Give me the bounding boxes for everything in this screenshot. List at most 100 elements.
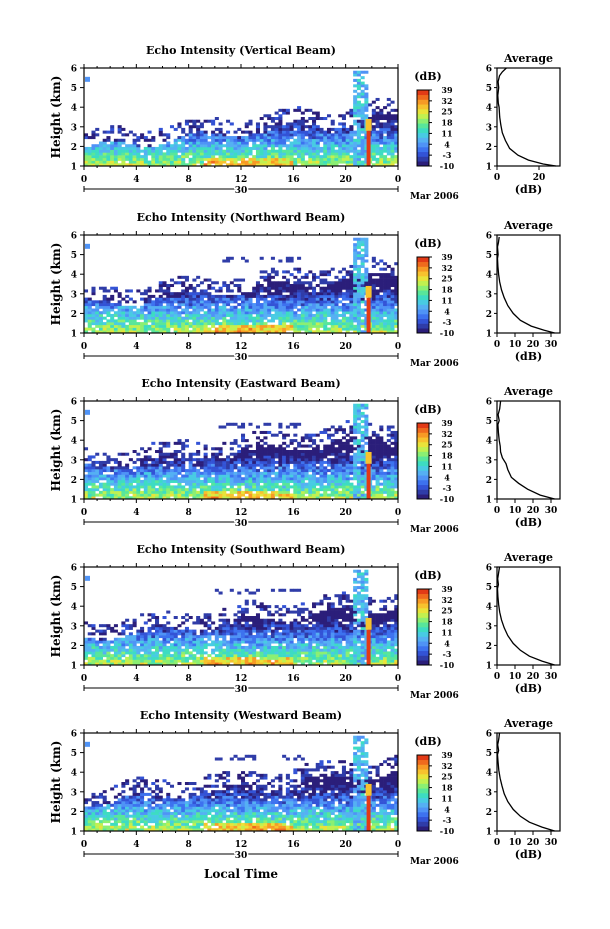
colorbar-segment: [417, 318, 429, 324]
colorbar-segment: [417, 423, 429, 429]
colorbar-segment: [417, 660, 429, 666]
average-x-tick-label: 10: [509, 506, 522, 516]
average-x-tick-label: 30: [545, 672, 558, 682]
x-tick-label: 20: [339, 175, 352, 185]
average-title: Average: [503, 385, 553, 398]
average-frame: [496, 234, 561, 334]
average-x-tick-label: 0: [494, 672, 500, 682]
rain-streak-top: [365, 118, 372, 131]
y-tick-label: 3: [71, 456, 77, 466]
colorbar-segment: [417, 299, 429, 305]
colorbar-tick-label: 11: [441, 295, 452, 305]
average-x-tick-label: 0: [494, 506, 500, 516]
date-label: Mar 2006: [410, 359, 459, 369]
colorbar-tick-label: 4: [444, 139, 450, 149]
date-label: Mar 2006: [410, 691, 459, 701]
average-x-tick-label: 20: [533, 173, 546, 183]
x-tick-label: 8: [186, 342, 192, 352]
colorbar-tick-label: 4: [444, 306, 450, 316]
colorbar-segment: [417, 778, 429, 784]
colorbar-segment: [417, 793, 429, 799]
colorbar-segment: [417, 650, 429, 656]
average-frame: [496, 400, 561, 500]
average-profile-line: [496, 236, 555, 334]
date-label: Mar 2006: [410, 525, 459, 535]
average-x-label: (dB): [515, 682, 542, 695]
colorbar-unit: (dB): [414, 403, 441, 416]
colorbar-segment: [417, 797, 429, 803]
average-x-tick-label: 20: [527, 506, 540, 516]
colorbar-tick-label: 32: [441, 96, 452, 106]
colorbar-segment: [417, 598, 429, 604]
x-tick-label: 0: [81, 674, 87, 684]
average-x-tick-label: 30: [545, 340, 558, 350]
colorbar-unit: (dB): [414, 70, 441, 83]
colorbar-segment: [417, 617, 429, 623]
colorbar-segment: [417, 90, 429, 96]
colorbar-segment: [417, 627, 429, 633]
rain-streak: [366, 795, 371, 831]
colorbar-tick-label: -3: [443, 317, 452, 327]
colorbar-tick-label: 4: [444, 804, 450, 814]
colorbar-tick-label: 32: [441, 429, 452, 439]
y-tick-label: 4: [71, 104, 77, 114]
average-x-tick-label: 30: [545, 838, 558, 848]
colorbar-tick-label: 11: [441, 627, 452, 637]
colorbar-segment: [417, 261, 429, 267]
y-tick-label: 5: [71, 583, 77, 593]
rain-streak-top: [365, 285, 372, 298]
colorbar-frame: [416, 256, 430, 334]
x-tick-label: 12: [235, 840, 248, 850]
colorbar-tick-label: 39: [441, 252, 453, 262]
x-axis-label: Local Time: [204, 867, 278, 881]
colorbar-segment: [417, 276, 429, 282]
x-tick-label: 4: [133, 840, 139, 850]
y-axis-label: Height (km): [49, 575, 63, 658]
colorbar-tick-label: 25: [441, 107, 452, 117]
colorbar-segment: [417, 323, 429, 329]
y-tick-label: 6: [71, 398, 77, 408]
x-tick-label: 4: [133, 175, 139, 185]
colorbar-tick-label: 4: [444, 638, 450, 648]
x-tick-label: 16: [287, 175, 300, 185]
y-axis-label: Height (km): [49, 243, 63, 326]
colorbar-segment: [417, 151, 429, 157]
average-x-tick-label: 20: [527, 340, 540, 350]
colorbar-segment: [417, 266, 429, 272]
colorbar-segment: [417, 631, 429, 637]
panel-title: Echo Intensity (Northward Beam): [137, 211, 346, 224]
average-profile-line: [496, 566, 555, 666]
rain-streak: [366, 130, 371, 166]
colorbar-segment: [417, 94, 429, 100]
average-y-tick-label: 6: [486, 232, 492, 242]
average-title: Average: [503, 219, 553, 232]
colorbar-segment: [417, 314, 429, 320]
panel-2: Echo Intensity (Northward Beam)123456Hei…: [49, 211, 561, 369]
average-x-label: (dB): [515, 848, 542, 861]
x-tick-label: 12: [235, 674, 248, 684]
colorbar-tick-label: 18: [441, 783, 453, 793]
average-y-tick-label: 5: [486, 84, 492, 94]
average-profile-line: [497, 400, 555, 500]
x-tick-label: 12: [235, 508, 248, 518]
day-label: 30: [235, 186, 248, 196]
colorbar-segment: [417, 461, 429, 467]
average-y-tick-label: 6: [486, 65, 492, 75]
colorbar-segment: [417, 480, 429, 486]
y-tick-label: 6: [71, 65, 77, 75]
average-title: Average: [503, 551, 553, 564]
colorbar-segment: [417, 285, 429, 291]
average-y-tick-label: 1: [486, 496, 492, 506]
y-tick-label: 5: [71, 251, 77, 261]
average-x-label: (dB): [515, 516, 542, 529]
average-x-tick-label: 0: [494, 340, 500, 350]
panel-3: Echo Intensity (Eastward Beam)123456Heig…: [49, 377, 561, 535]
panel-4: Echo Intensity (Southward Beam)123456Hei…: [49, 543, 561, 701]
average-y-tick-label: 4: [486, 104, 492, 114]
heatmap-cells: [84, 569, 399, 666]
x-tick-label: 4: [133, 508, 139, 518]
colorbar-segment: [417, 759, 429, 765]
x-tick-label: 16: [287, 840, 300, 850]
y-tick-label: 3: [71, 123, 77, 133]
colorbar-unit: (dB): [414, 569, 441, 582]
